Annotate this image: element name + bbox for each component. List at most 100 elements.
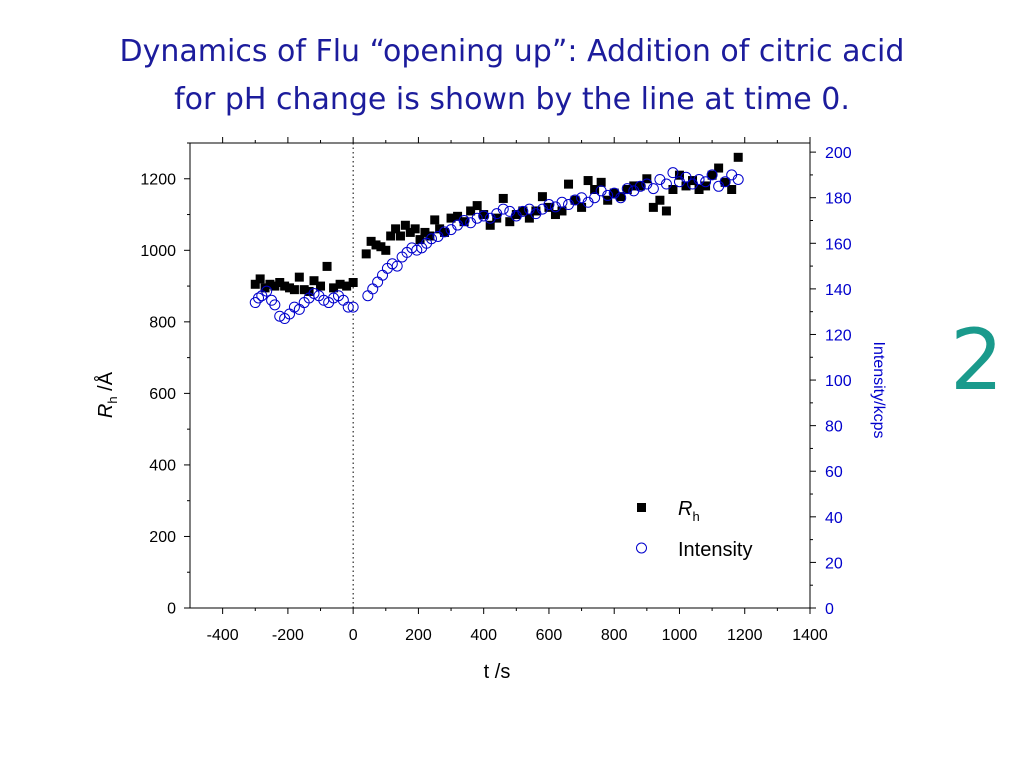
rh-data-point <box>694 185 704 194</box>
intensity-data-point <box>589 192 601 204</box>
intensity-data-point <box>391 260 403 272</box>
intensity-data-point <box>342 301 354 313</box>
intensity-data-point <box>660 178 672 190</box>
plot-frame <box>189 142 811 609</box>
rh-data-point <box>299 285 309 295</box>
y2-tick-label: 180 <box>825 191 852 208</box>
rh-data-point <box>395 231 405 241</box>
rh-data-point <box>342 281 352 291</box>
rh-data-point <box>577 202 587 212</box>
intensity-data-point <box>543 199 555 211</box>
y-tick-label: 200 <box>149 529 176 546</box>
legend-rh-label: Rh <box>678 498 700 524</box>
y2-tick-label: 20 <box>825 555 843 572</box>
rh-data-point <box>590 185 600 194</box>
x-tick-label: 600 <box>536 627 563 644</box>
intensity-data-point <box>556 196 568 208</box>
intensity-data-point <box>569 194 581 206</box>
rh-data-point <box>518 206 528 216</box>
rh-data-point <box>583 176 593 186</box>
rh-data-point <box>294 272 304 282</box>
rh-data-point <box>415 235 425 245</box>
intensity-data-point <box>261 285 273 297</box>
rh-data-point <box>329 283 339 293</box>
rh-data-point <box>260 283 270 293</box>
intensity-data-point <box>615 192 627 204</box>
y-axis-label: Rh /Å <box>94 371 120 418</box>
rh-data-point <box>265 279 275 289</box>
rh-data-point <box>309 276 319 286</box>
intensity-data-point <box>362 290 374 302</box>
y2-tick-label: 160 <box>825 236 852 253</box>
rh-data-point <box>420 227 430 237</box>
intensity-data-point <box>269 299 281 311</box>
rh-data-point <box>635 181 645 191</box>
y-axis-label-unit: /Å <box>94 371 117 396</box>
slide-number: 2 <box>950 311 1004 409</box>
intensity-data-point <box>471 212 483 224</box>
y2-tick-label: 200 <box>825 145 852 162</box>
rh-data-point <box>492 213 502 223</box>
rh-data-point <box>250 279 260 289</box>
rh-data-point <box>270 281 280 291</box>
rh-data-point <box>335 279 345 289</box>
rh-data-point <box>285 283 295 293</box>
rh-data-point <box>361 249 371 259</box>
intensity-data-point <box>517 205 529 217</box>
y-axis-label-symbol: R <box>95 404 117 418</box>
rh-data-point <box>557 206 567 216</box>
rh-data-point <box>733 152 743 162</box>
y2-tick-label: 100 <box>825 373 852 390</box>
rh-data-point <box>405 227 415 237</box>
rh-data-point <box>459 217 469 227</box>
intensity-data-point <box>288 301 300 313</box>
rh-data-point <box>570 195 580 205</box>
x-axis-label: t /s <box>484 661 511 683</box>
rh-data-point <box>596 177 606 187</box>
rh-data-point <box>435 224 445 234</box>
intensity-data-point <box>425 233 437 245</box>
y-tick-label: 600 <box>149 386 176 403</box>
y2-tick-label: 120 <box>825 327 852 344</box>
rh-data-point <box>622 185 632 194</box>
intensity-data-point <box>602 189 614 201</box>
y2-tick-label: 140 <box>825 282 852 299</box>
x-tick-label: 0 <box>349 627 358 644</box>
rh-data-point <box>485 220 495 230</box>
right-axis-label: Intensity/kcps <box>870 342 887 439</box>
rh-data-point <box>371 240 381 250</box>
rh-data-point <box>479 210 489 220</box>
rh-data-point <box>674 170 684 180</box>
rh-data-point <box>410 224 420 234</box>
rh-data-point <box>498 193 508 203</box>
legend-rh-symbol: R <box>678 498 692 520</box>
rh-data-point <box>707 170 717 180</box>
rh-data-point <box>668 185 678 194</box>
x-tick-label: 1400 <box>792 627 828 644</box>
x-tick-label: -400 <box>207 627 239 644</box>
rh-data-point <box>661 206 671 216</box>
rh-data-point <box>255 274 265 284</box>
y-axis-label-subscript: h <box>105 396 120 403</box>
intensity-data-point <box>621 183 633 195</box>
intensity-data-point <box>386 258 398 270</box>
rh-data-point <box>505 217 515 227</box>
rh-data-point <box>609 188 619 198</box>
rh-data-point <box>655 195 665 205</box>
rh-data-point <box>280 281 290 291</box>
intensity-data-point <box>706 169 718 181</box>
intensity-data-point <box>478 210 490 222</box>
legend-rh-marker <box>637 503 646 512</box>
rh-data-point <box>466 206 476 216</box>
y-tick-label: 1000 <box>140 243 176 260</box>
rh-data-point <box>544 202 554 212</box>
legend: Rh Intensity <box>636 498 752 561</box>
intensity-data-point <box>439 226 451 238</box>
rh-data-point <box>440 227 450 237</box>
y-tick-label: 800 <box>149 314 176 331</box>
intensity-data-point <box>497 203 509 215</box>
rh-data-point <box>386 231 396 241</box>
intensity-data-point <box>647 183 659 195</box>
rh-data-point <box>720 177 730 187</box>
rh-data-point <box>366 236 376 246</box>
